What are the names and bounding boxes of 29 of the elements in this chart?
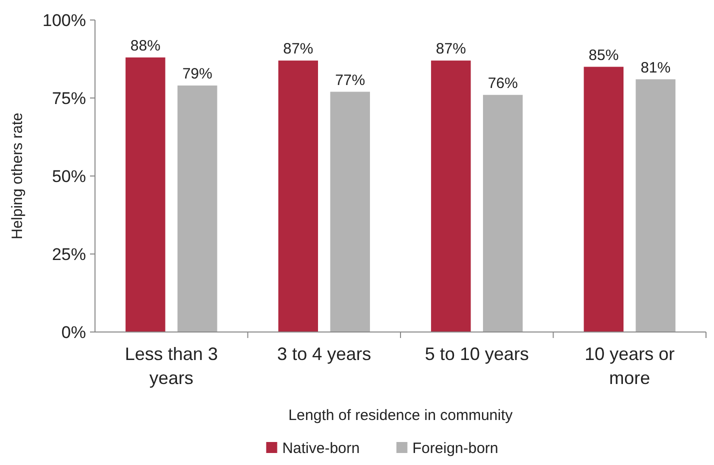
x-tick-label: 5 to 10 years bbox=[424, 344, 529, 364]
bar bbox=[636, 79, 676, 332]
bar bbox=[278, 60, 318, 332]
legend-label: Foreign-born bbox=[412, 440, 498, 457]
bar bbox=[482, 94, 523, 332]
y-axis-title: Helping others rate bbox=[9, 112, 26, 240]
data-label: 87% bbox=[283, 40, 314, 58]
y-tick-label: 50% bbox=[52, 166, 86, 186]
y-tick-label: 0% bbox=[61, 322, 86, 342]
bar bbox=[126, 57, 166, 332]
legend-label: Native-born bbox=[282, 440, 360, 457]
x-axis-title: Length of residence in community bbox=[288, 407, 514, 424]
data-label: 77% bbox=[335, 72, 366, 89]
data-label: 85% bbox=[588, 46, 619, 64]
x-tick-label: 10 years or more bbox=[584, 344, 675, 388]
data-label: 88% bbox=[130, 37, 160, 54]
y-tick-label: 75% bbox=[52, 88, 86, 108]
bar bbox=[177, 86, 218, 332]
data-label: 87% bbox=[436, 40, 466, 58]
data-label: 81% bbox=[640, 59, 671, 76]
bar bbox=[584, 66, 624, 332]
x-tick-label: 3 to 4 years bbox=[277, 344, 372, 364]
bar bbox=[330, 92, 370, 332]
data-label: 79% bbox=[182, 66, 212, 83]
x-tick-label: Less than 3 years bbox=[124, 344, 218, 388]
y-tick-label: 100% bbox=[42, 10, 86, 30]
data-label: 76% bbox=[488, 74, 518, 92]
y-tick-label: 25% bbox=[52, 244, 86, 264]
bar bbox=[431, 60, 471, 332]
